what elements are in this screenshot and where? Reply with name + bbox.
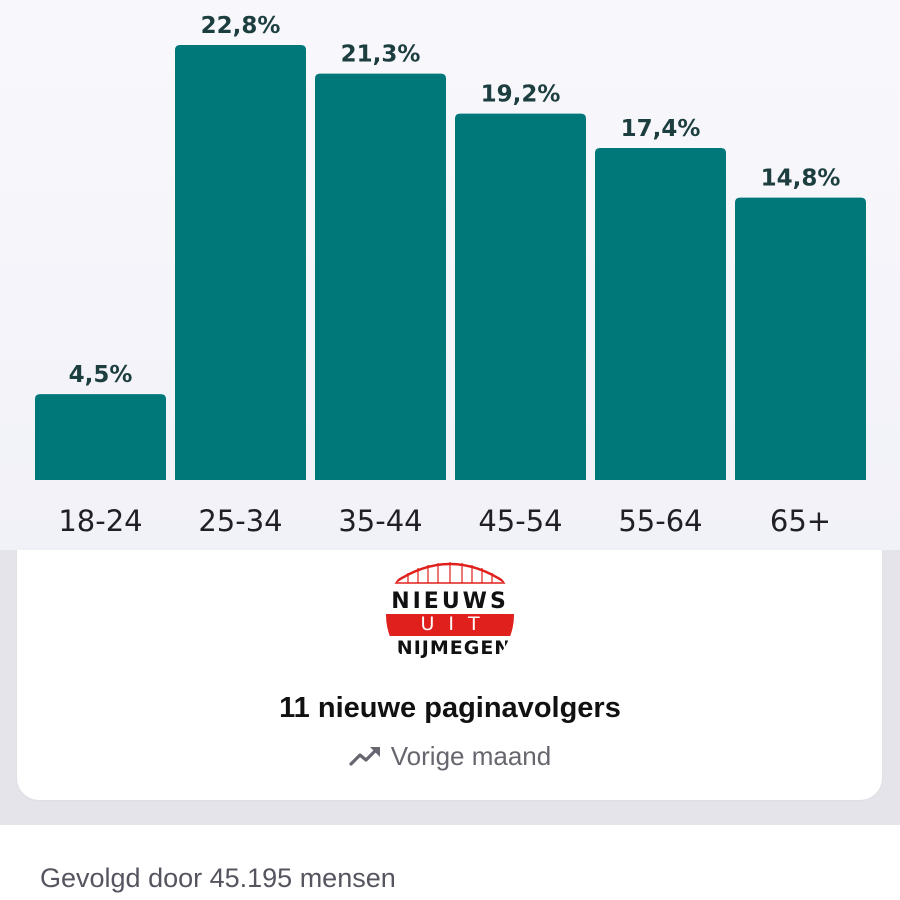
bar-18-24[interactable] [35, 394, 166, 480]
bar-55-64[interactable] [595, 148, 726, 481]
x-tick-18-24: 18-24 [58, 504, 142, 538]
x-tick-65+: 65+ [770, 504, 831, 538]
data-label-45-54: 19,2% [481, 82, 561, 108]
x-tick-45-54: 45-54 [478, 504, 562, 538]
followed-by-count: Gevolgd door 45.195 mensen [40, 863, 396, 893]
x-tick-25-34: 25-34 [198, 504, 282, 538]
data-label-55-64: 17,4% [621, 116, 701, 142]
period-row: Vorige maand [0, 741, 900, 774]
x-tick-55-64: 55-64 [618, 504, 702, 538]
bar-45-54[interactable] [455, 113, 586, 481]
bar-65+[interactable] [735, 197, 866, 480]
trending-up-icon [349, 743, 383, 774]
data-label-35-44: 21,3% [341, 42, 421, 68]
data-label-25-34: 22,8% [201, 13, 281, 39]
bar-chart-svg: 4,5% 18-24 22,8% 25-34 21,3% 35-44 19,2% 45-54 1… [35, 13, 866, 538]
period-label: Vorige maand [390, 741, 552, 771]
age-distribution-chart: 4,5% 18-24 22,8% 25-34 21,3% 35-44 19,2% 45-54 1… [0, 0, 900, 550]
data-label-18-24: 4,5% [69, 362, 133, 388]
bridge-arch-icon [393, 562, 507, 585]
bar-35-44[interactable] [315, 73, 446, 481]
bar-25-34[interactable] [175, 45, 306, 480]
logo-red-band [386, 614, 514, 636]
page-avatar-logo[interactable]: NIEUWS UIT NIJMEGEN [386, 553, 514, 677]
logo-line-1: NIEUWS [391, 589, 509, 614]
new-followers-title: 11 nieuwe paginavolgers [279, 692, 621, 724]
logo-line-2: UIT [420, 613, 494, 635]
x-tick-35-44: 35-44 [338, 504, 422, 538]
data-label-65+: 14,8% [761, 166, 841, 192]
logo-line-3: NIJMEGEN [396, 637, 512, 659]
